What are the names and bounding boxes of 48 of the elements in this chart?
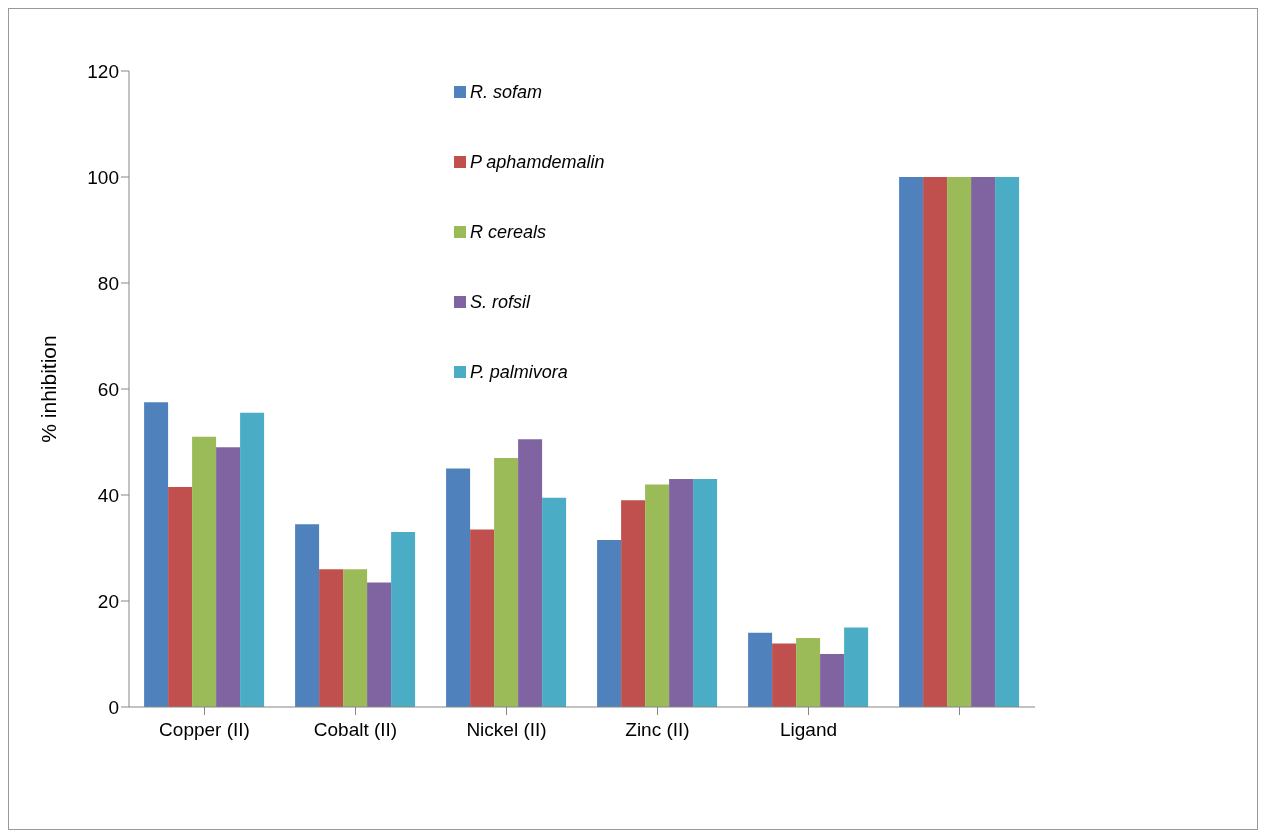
bar bbox=[971, 177, 996, 707]
bar bbox=[947, 177, 972, 707]
bar bbox=[542, 497, 567, 707]
bar bbox=[168, 487, 193, 707]
y-tick-label: 120 bbox=[87, 60, 119, 82]
legend-label: P aphamdemalin bbox=[470, 151, 605, 173]
bar bbox=[319, 569, 344, 707]
bar bbox=[621, 500, 646, 707]
y-tick-label: 100 bbox=[87, 166, 119, 188]
bar bbox=[367, 582, 392, 707]
x-tick-label: Ligand bbox=[779, 719, 838, 741]
x-tick-label: Copper (II) bbox=[159, 719, 250, 741]
bar bbox=[844, 627, 869, 707]
bar bbox=[645, 484, 670, 707]
bar bbox=[470, 529, 495, 707]
bar bbox=[748, 632, 773, 707]
y-tick-label: 60 bbox=[97, 378, 119, 400]
x-tick-label: Zinc (II) bbox=[625, 719, 690, 741]
y-tick-label: 0 bbox=[108, 696, 119, 718]
bar bbox=[391, 532, 416, 707]
x-tick-label: Nickel (II) bbox=[466, 719, 547, 741]
legend-label: P. palmivora bbox=[470, 361, 568, 383]
y-axis-title: % inhibition bbox=[37, 335, 61, 443]
bar bbox=[446, 468, 471, 707]
bar bbox=[693, 479, 718, 707]
bar bbox=[995, 177, 1020, 707]
bar bbox=[295, 524, 320, 707]
bar bbox=[669, 479, 694, 707]
y-tick-label: 20 bbox=[97, 590, 119, 612]
bar bbox=[597, 540, 622, 707]
y-tick-label: 80 bbox=[97, 272, 119, 294]
x-tick-label: Cobalt (II) bbox=[313, 719, 398, 741]
legend-label: R. sofam bbox=[470, 81, 543, 103]
bar bbox=[518, 439, 543, 707]
bar bbox=[796, 638, 821, 707]
bar bbox=[494, 457, 519, 707]
bar bbox=[820, 654, 845, 707]
legend-label: R cereals bbox=[470, 221, 547, 243]
legend-label: S. rofsil bbox=[470, 291, 531, 313]
y-tick-label: 40 bbox=[97, 484, 119, 506]
bar bbox=[144, 402, 169, 707]
bar bbox=[343, 569, 368, 707]
bar bbox=[216, 447, 241, 707]
bar bbox=[772, 643, 797, 707]
bar bbox=[923, 177, 948, 707]
bar bbox=[240, 412, 265, 707]
bar bbox=[192, 436, 217, 707]
bar bbox=[899, 177, 924, 707]
